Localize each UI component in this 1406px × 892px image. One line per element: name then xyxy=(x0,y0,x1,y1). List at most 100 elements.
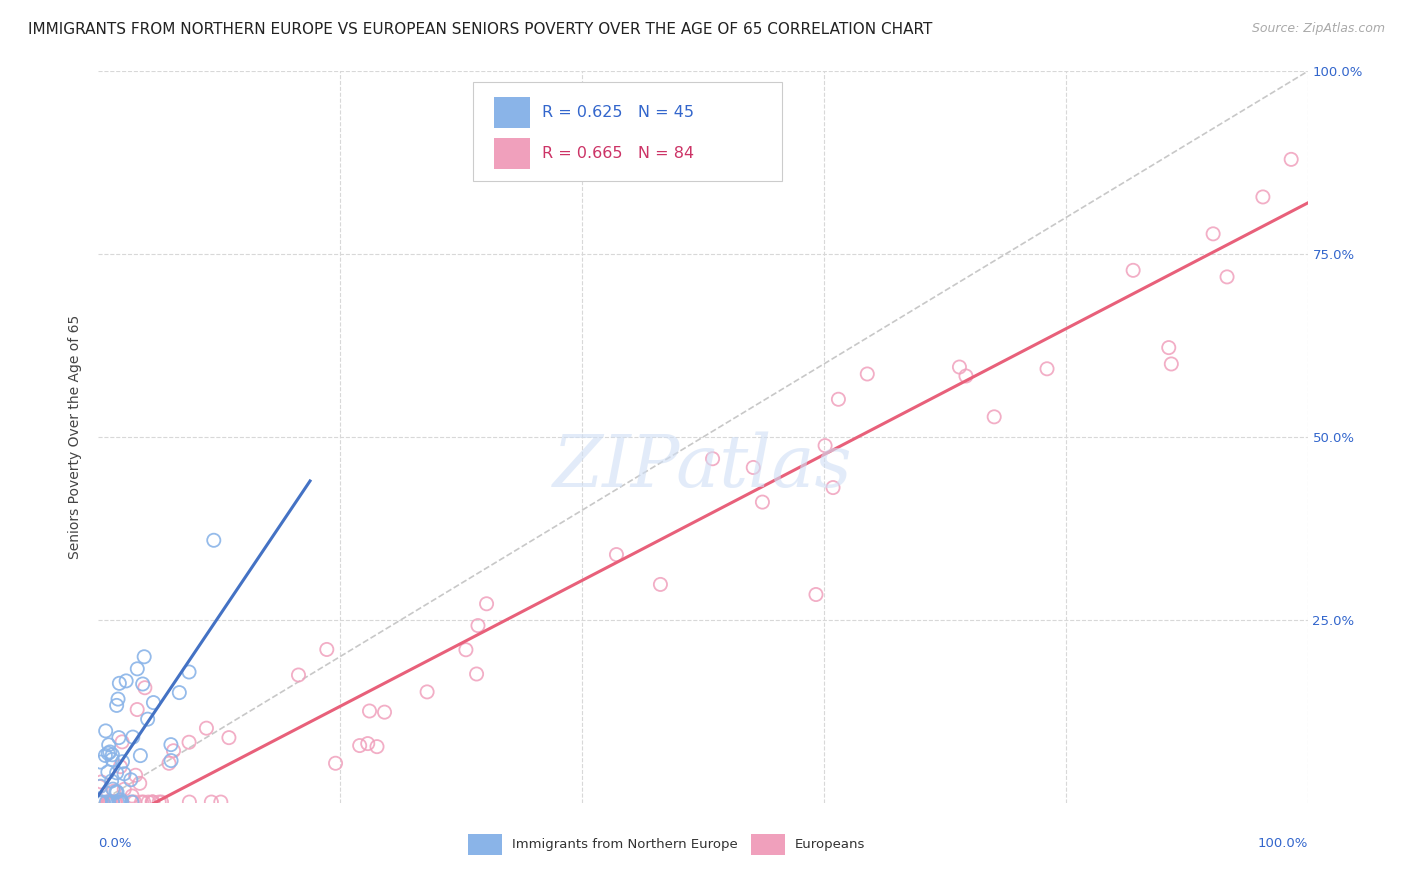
FancyBboxPatch shape xyxy=(468,833,502,855)
Point xyxy=(101,747,124,762)
Point xyxy=(983,409,1005,424)
Point xyxy=(110,793,132,807)
Point xyxy=(97,795,120,809)
Point xyxy=(827,392,849,407)
Point xyxy=(373,705,395,719)
Point xyxy=(127,662,149,676)
Point xyxy=(142,696,165,710)
Point xyxy=(366,739,388,754)
Point xyxy=(177,665,200,679)
Point xyxy=(160,754,183,768)
FancyBboxPatch shape xyxy=(751,833,785,855)
Point xyxy=(90,795,112,809)
Y-axis label: Seniors Poverty Over the Age of 65: Seniors Poverty Over the Age of 65 xyxy=(69,315,83,559)
Point xyxy=(209,795,232,809)
Text: Source: ZipAtlas.com: Source: ZipAtlas.com xyxy=(1251,22,1385,36)
Point xyxy=(804,587,827,601)
Point xyxy=(110,760,132,774)
Point xyxy=(97,747,120,761)
Point xyxy=(195,721,218,735)
Point xyxy=(97,795,120,809)
Point xyxy=(218,731,240,745)
Point xyxy=(141,795,163,809)
Point xyxy=(115,673,138,688)
Point xyxy=(100,774,122,789)
Point xyxy=(136,795,159,809)
Point xyxy=(105,785,128,799)
FancyBboxPatch shape xyxy=(494,138,530,169)
Text: IMMIGRANTS FROM NORTHERN EUROPE VS EUROPEAN SENIORS POVERTY OVER THE AGE OF 65 C: IMMIGRANTS FROM NORTHERN EUROPE VS EUROP… xyxy=(28,22,932,37)
Point xyxy=(131,677,153,691)
Point xyxy=(89,779,111,793)
Point xyxy=(134,649,156,664)
Point xyxy=(465,667,488,681)
Point xyxy=(128,776,150,790)
Point xyxy=(94,748,117,763)
Point xyxy=(359,704,381,718)
Point xyxy=(101,795,124,809)
Point xyxy=(751,495,773,509)
Point xyxy=(179,795,201,809)
Point xyxy=(742,460,765,475)
Point xyxy=(162,744,184,758)
Point xyxy=(357,737,380,751)
Point xyxy=(108,731,131,745)
Point xyxy=(124,795,146,809)
Point xyxy=(129,748,152,763)
Point xyxy=(90,795,112,809)
Text: Europeans: Europeans xyxy=(794,838,865,851)
Point xyxy=(148,795,170,809)
Point xyxy=(105,765,128,780)
Text: 100.0%: 100.0% xyxy=(1257,837,1308,849)
Point xyxy=(605,548,627,562)
Point xyxy=(136,712,159,726)
Point xyxy=(90,795,112,809)
Point xyxy=(89,795,111,809)
Point xyxy=(1157,341,1180,355)
Point xyxy=(108,795,131,809)
Point xyxy=(134,681,156,695)
Point xyxy=(98,795,121,809)
Point xyxy=(132,795,155,809)
Point xyxy=(98,795,121,809)
Point xyxy=(107,795,129,809)
Point xyxy=(475,597,498,611)
Point xyxy=(1202,227,1225,241)
Point xyxy=(1122,263,1144,277)
Point xyxy=(142,795,165,809)
Point xyxy=(1251,190,1274,204)
Point xyxy=(104,795,127,809)
Text: 0.0%: 0.0% xyxy=(98,837,132,849)
Point xyxy=(90,795,112,809)
Point xyxy=(955,369,977,384)
Point xyxy=(90,775,112,789)
Point xyxy=(96,795,118,809)
Point xyxy=(97,795,120,809)
Point xyxy=(121,795,143,809)
Point xyxy=(89,795,111,809)
Point xyxy=(120,772,142,787)
Point xyxy=(200,795,222,809)
Point xyxy=(103,795,125,809)
Point xyxy=(124,768,146,782)
Point xyxy=(454,642,477,657)
Point xyxy=(1160,357,1182,371)
Point xyxy=(121,730,143,744)
Point xyxy=(177,735,200,749)
Point xyxy=(111,735,134,749)
Point xyxy=(121,795,143,809)
Point xyxy=(127,702,149,716)
Point xyxy=(111,755,134,769)
Text: ZIPatlas: ZIPatlas xyxy=(553,431,853,501)
Point xyxy=(650,577,672,591)
Point xyxy=(94,723,117,738)
FancyBboxPatch shape xyxy=(494,97,530,128)
Point xyxy=(107,692,129,706)
Point xyxy=(821,481,844,495)
Point xyxy=(315,642,337,657)
FancyBboxPatch shape xyxy=(474,82,782,181)
Point xyxy=(1036,361,1059,376)
Point xyxy=(111,795,134,809)
Point xyxy=(169,685,191,699)
Point xyxy=(96,795,118,809)
